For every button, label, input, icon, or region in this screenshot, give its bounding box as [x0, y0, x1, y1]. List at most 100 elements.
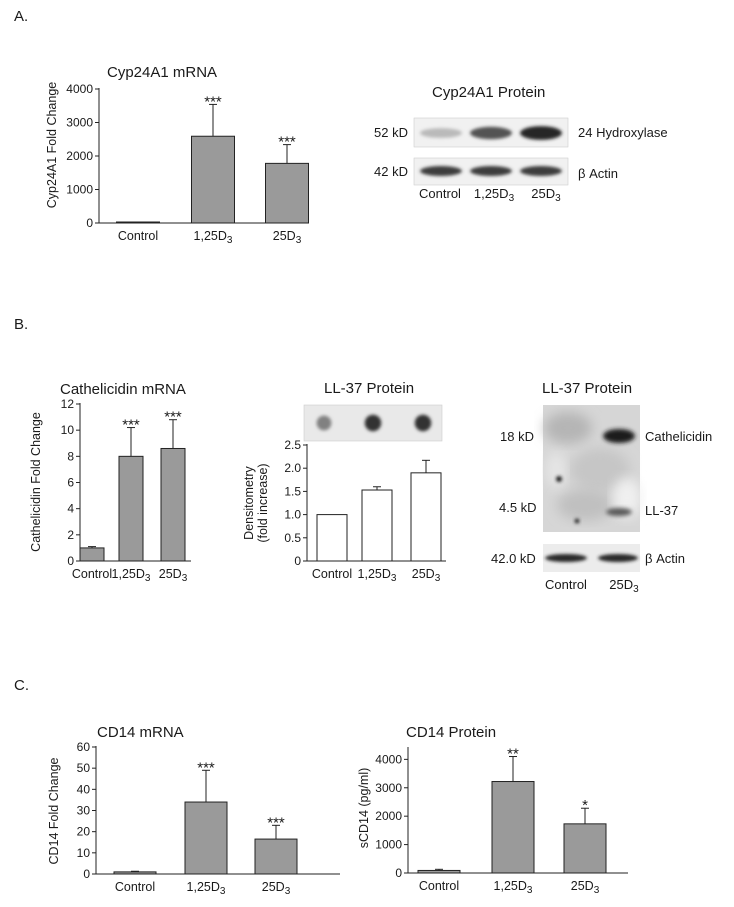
bar	[191, 135, 235, 224]
bar	[563, 823, 607, 874]
bar	[410, 472, 442, 562]
y-tick-label: 1.0	[284, 508, 301, 522]
y-tick-label: 2000	[375, 809, 402, 823]
bar	[491, 781, 535, 874]
significance-marker: **	[507, 746, 519, 763]
y-tick-label: 30	[77, 804, 91, 818]
significance-marker: ***	[197, 759, 215, 776]
bar	[316, 514, 348, 562]
panel-label-a: A.	[14, 8, 28, 25]
x-tick-label: 1,25D3	[194, 229, 233, 246]
ll37-size-42kd: 42.0 kD	[491, 551, 536, 566]
y-tick-label: 8	[67, 449, 74, 463]
blot-band	[470, 126, 512, 140]
y-tick-label: 60	[77, 740, 91, 754]
y-tick-label: 3000	[375, 781, 402, 795]
x-tick-label: 25D3	[273, 229, 302, 246]
cyp-blot-lane-labels: Control 1,25D3 25D3	[419, 186, 561, 204]
x-tick-label: 1,25D3	[112, 567, 151, 584]
x-tick-label: 1,25D3	[358, 567, 397, 584]
dot-blot-dot	[364, 414, 382, 432]
ll37-blot-texture	[544, 412, 641, 521]
actin-band-25d3	[598, 554, 638, 562]
y-tick-label: 20	[77, 825, 91, 839]
x-tick-label: Control	[72, 567, 112, 581]
ll37-size-18kd: 18 kD	[500, 429, 534, 444]
bar	[160, 447, 186, 562]
ll37-band	[606, 508, 632, 516]
significance-marker: ***	[164, 409, 182, 426]
y-tick-label: 1000	[66, 183, 93, 197]
dot-blot-dot	[414, 414, 432, 432]
y-tick-label: 2.5	[284, 438, 301, 452]
x-tick-label: 1,25D3	[187, 880, 226, 897]
x-tick-label: Control	[115, 880, 155, 894]
blot-band	[520, 126, 562, 140]
y-axis-label: sCD14 (pg/ml)	[357, 768, 371, 849]
y-tick-label: 1.5	[284, 484, 301, 498]
y-tick-label: 2	[67, 528, 74, 542]
chart-title: Cathelicidin mRNA	[60, 381, 186, 398]
y-tick-label: 4000	[66, 82, 93, 96]
ll37-size-4.5kd: 4.5 kD	[499, 500, 537, 515]
bar	[118, 455, 144, 562]
blot-label-24-hydroxylase: 24 Hydroxylase	[578, 125, 668, 140]
y-tick-label: 6	[67, 476, 74, 490]
blot-lane-label: Control	[419, 186, 461, 201]
cyp24a1-mrna-chart: Cyp24A1 mRNA Cyp24A1 Fold Change 0 1000 2000…	[45, 64, 309, 246]
y-tick-label: 0.5	[284, 531, 301, 545]
x-tick-label: 25D3	[412, 567, 441, 584]
blot-label-beta-actin: β Actin	[578, 166, 618, 181]
dot-blot-dot	[316, 415, 332, 431]
cyp24a1-protein-title: Cyp24A1 Protein	[432, 84, 545, 101]
cathelicidin-band	[603, 429, 635, 443]
bar	[254, 838, 298, 875]
y-tick-label: 0	[294, 554, 301, 568]
blot-spot	[556, 476, 562, 482]
y-tick-label: 40	[77, 782, 91, 796]
bar	[79, 547, 105, 562]
y-tick-label: 10	[77, 846, 91, 860]
ll37-label-ll37: LL-37	[645, 503, 678, 518]
y-tick-label: 10	[61, 423, 75, 437]
blot-band	[520, 166, 562, 176]
cyp-blot-bands	[420, 126, 562, 176]
blot-lane-label: 25D3	[531, 186, 561, 204]
ll37-dot-blot	[303, 404, 443, 442]
bar	[361, 489, 393, 562]
blot-lane-label: 25D3	[609, 577, 639, 595]
y-tick-label: 12	[61, 397, 75, 411]
x-tick-label: 25D3	[159, 567, 188, 584]
blot-lane-label: Control	[545, 577, 587, 592]
blot-size-52kd: 52 kD	[374, 125, 408, 140]
ll37-densitometry-chart: LL-37 Protein Densitometry (fold increase)…	[242, 380, 446, 584]
y-tick-label: 0	[67, 554, 74, 568]
y-tick-label: 0	[395, 866, 402, 880]
cyp24a1-protein-blot: Cyp24A1 Protein 52 kD 42 kD 24 Hydroxyla…	[374, 84, 668, 204]
y-axis-label: Densitometry	[242, 465, 256, 539]
ll37-label-beta-actin: β Actin	[645, 551, 685, 566]
ll37-western-title: LL-37 Protein	[542, 380, 632, 397]
x-tick-label: 25D3	[262, 880, 291, 897]
y-axis-label: (fold increase)	[256, 463, 270, 542]
dot-blot-dots	[316, 414, 432, 432]
x-tick-label: Control	[312, 567, 352, 581]
ll37-label-cathelicidin: Cathelicidin	[645, 429, 712, 444]
significance-marker: ***	[278, 134, 296, 151]
y-tick-label: 4	[67, 502, 74, 516]
blot-band	[470, 166, 512, 176]
cd14-mrna-chart: CD14 mRNA CD14 Fold Change 0 10 20 30 40 50 60 Co…	[47, 724, 340, 897]
ll37-blot-lane-labels: Control 25D3	[545, 577, 639, 595]
bar	[265, 162, 309, 224]
cd14-protein-chart: CD14 Protein sCD14 (pg/ml) 0 1000 2000 3000 40…	[357, 724, 628, 896]
blot-spot	[574, 518, 580, 524]
bar	[417, 869, 461, 874]
chart-title: Cyp24A1 mRNA	[107, 64, 217, 81]
y-tick-label: 0	[86, 216, 93, 230]
ll37-western-blot: LL-37 Protein 18 kD 4.5 kD 42.0 kD Cathe…	[491, 380, 712, 595]
x-tick-label: Control	[118, 229, 158, 243]
y-tick-label: 0	[83, 867, 90, 881]
y-tick-label: 2000	[66, 149, 93, 163]
cathelicidin-mrna-chart: Cathelicidin mRNA Cathelicidin Fold Chang…	[29, 381, 191, 584]
